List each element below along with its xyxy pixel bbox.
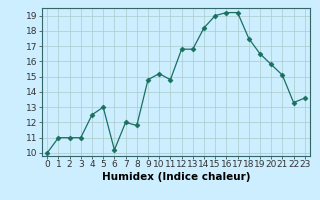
- X-axis label: Humidex (Indice chaleur): Humidex (Indice chaleur): [102, 172, 250, 182]
